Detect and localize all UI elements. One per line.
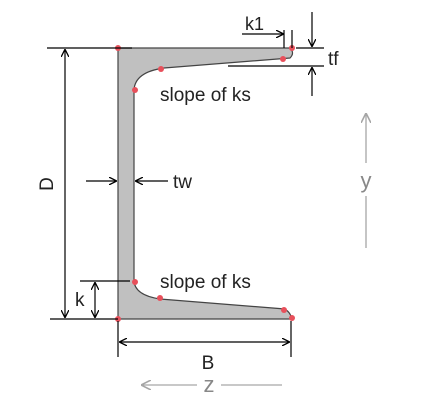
key-point (280, 56, 286, 62)
dimension-tf (228, 12, 324, 96)
label-slope-bottom: slope of ks (160, 272, 251, 293)
key-point (157, 295, 163, 301)
label-B: B (202, 353, 215, 374)
label-y-axis: y (361, 168, 372, 193)
label-z-axis: z (204, 372, 215, 397)
label-D: D (37, 177, 58, 191)
key-point (132, 87, 138, 93)
key-point (132, 279, 138, 285)
label-tf: tf (328, 49, 339, 70)
section-key-points (115, 45, 295, 322)
key-point (281, 307, 287, 313)
dimension-k (80, 280, 130, 317)
key-point (158, 66, 164, 72)
label-tw: tw (173, 172, 192, 193)
label-k1: k1 (245, 14, 264, 34)
dimension-k1 (242, 30, 293, 48)
dimension-D (47, 47, 132, 320)
label-k: k (75, 290, 85, 311)
dimension-B (117, 321, 292, 357)
label-slope-top: slope of ks (160, 85, 251, 106)
key-point (289, 315, 295, 321)
